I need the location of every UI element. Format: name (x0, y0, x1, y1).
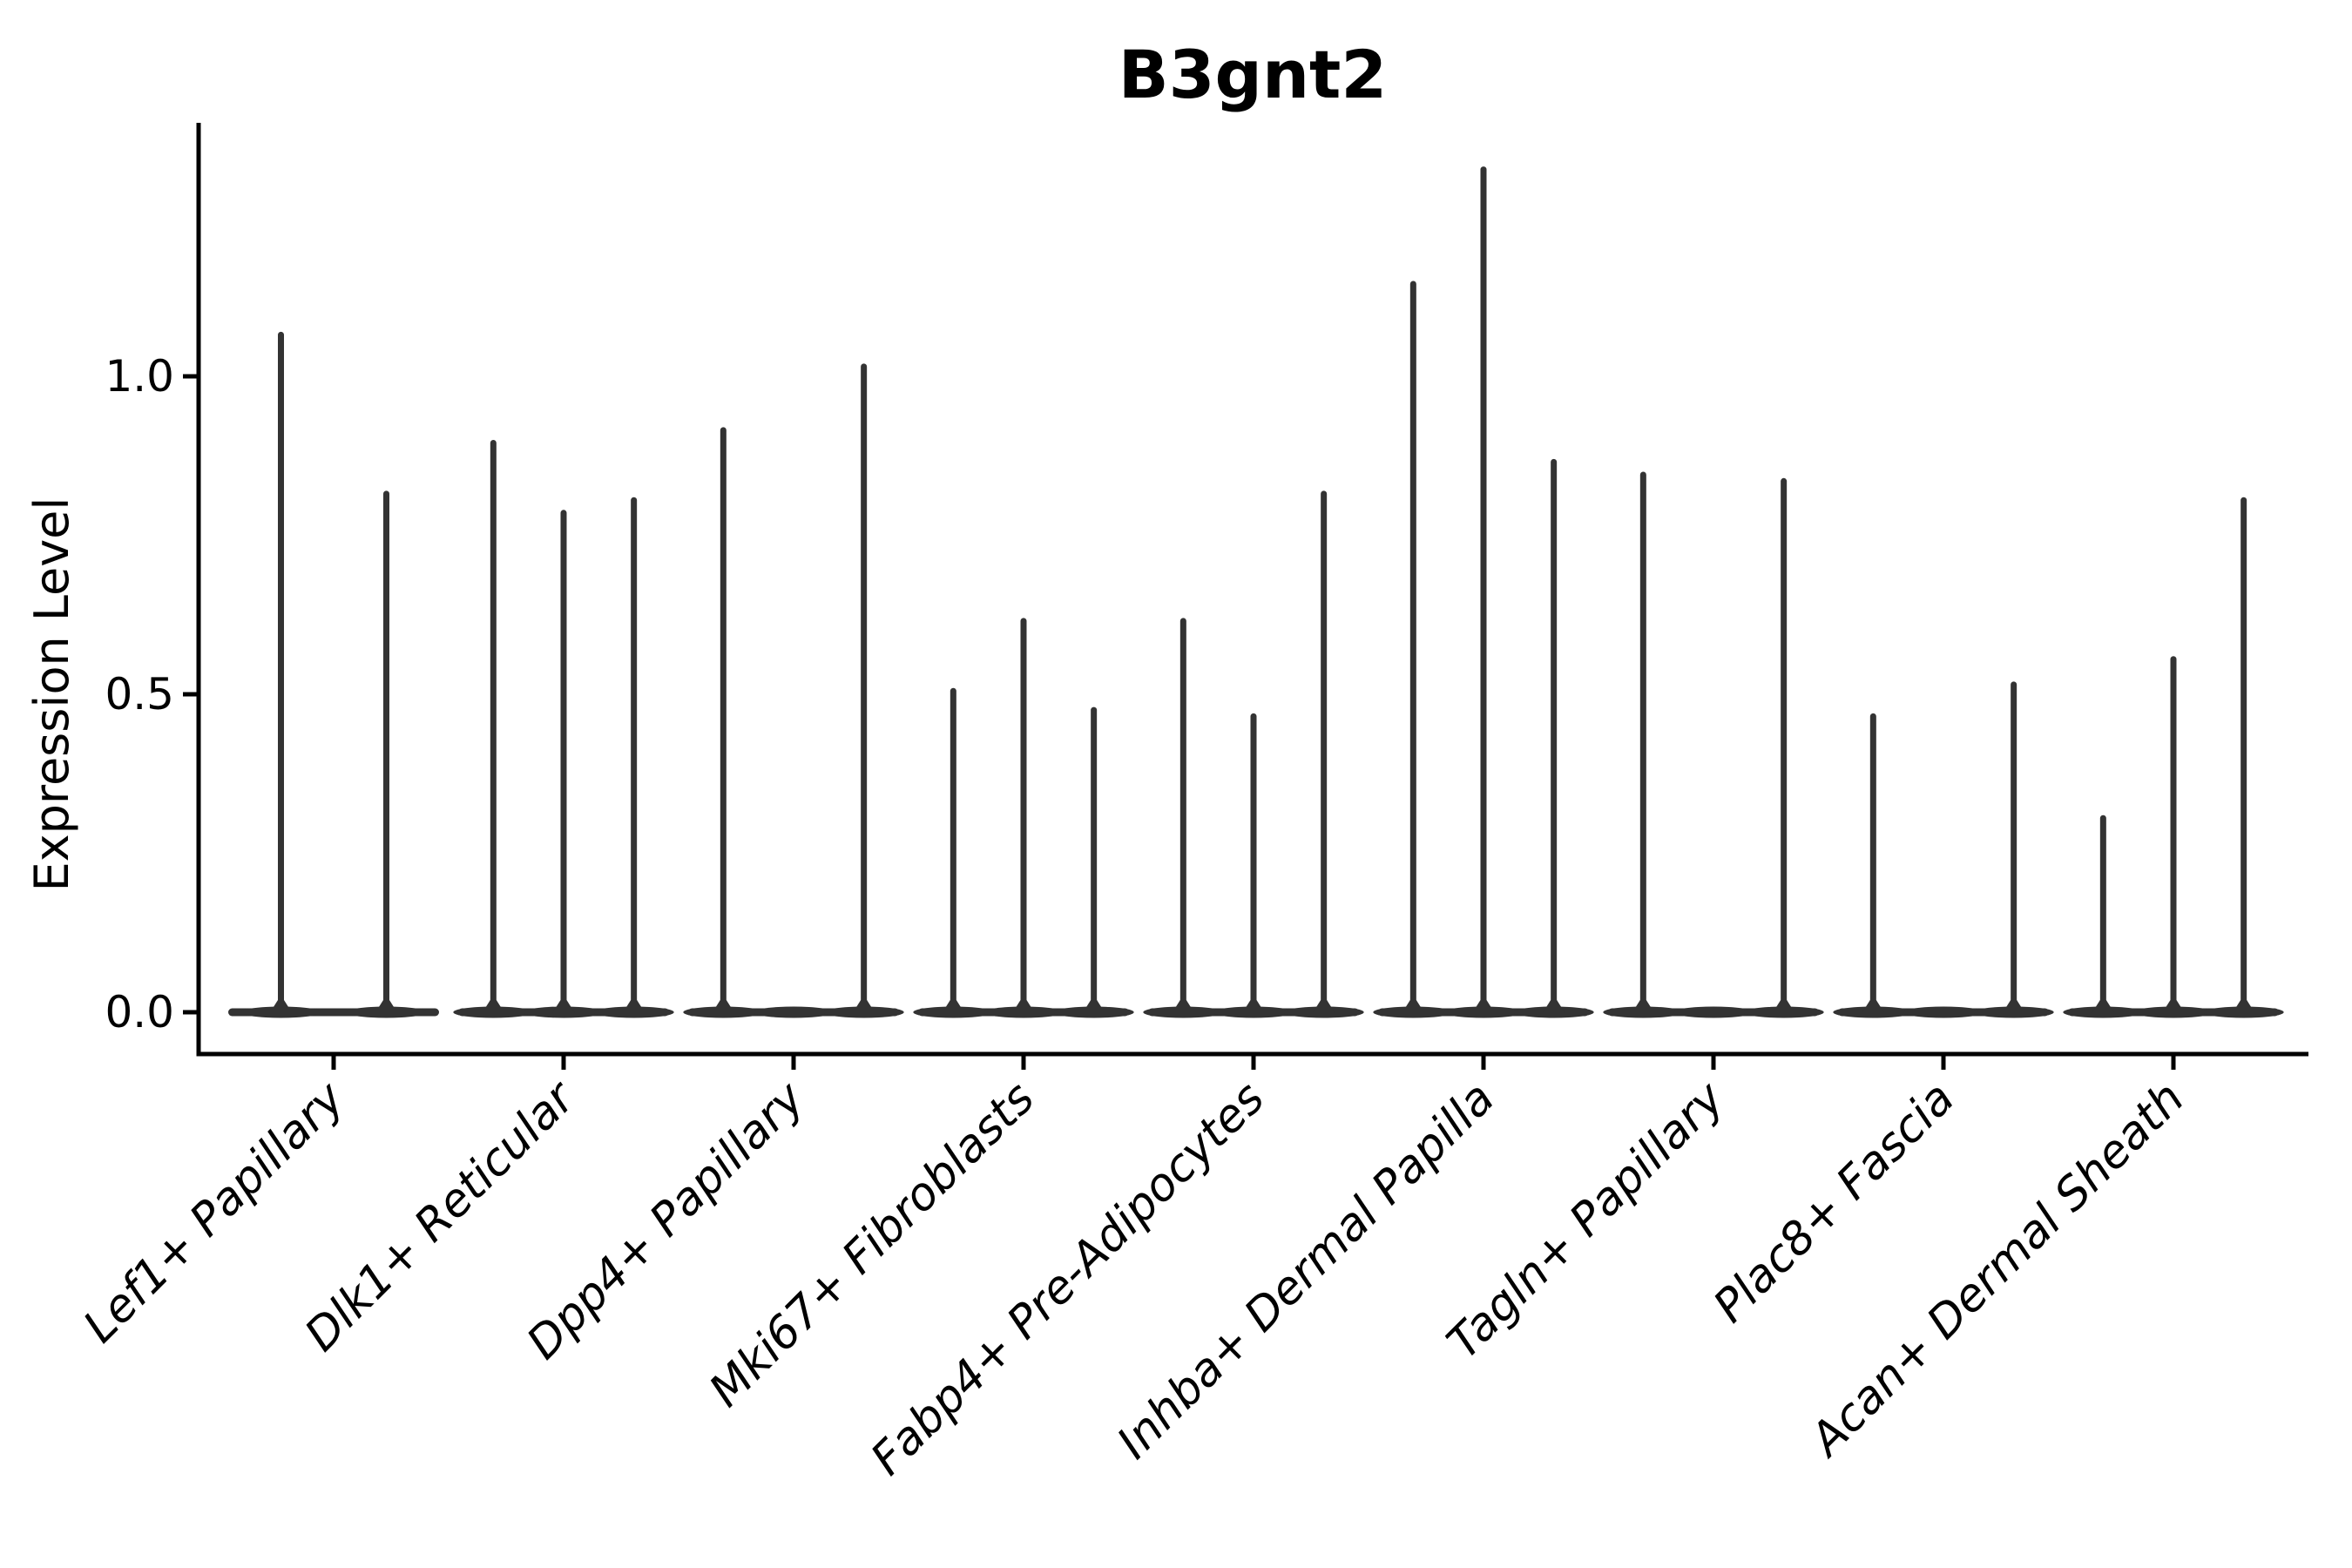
violin-group (2063, 497, 2284, 1018)
violin-spike-base-flare (2002, 1000, 2025, 1013)
violin-spike-base-flare (482, 1000, 505, 1013)
chart-title: B3gnt2 (1119, 36, 1388, 113)
x-axis-category-label: Acan+ Dermal Sheath (1799, 1072, 2194, 1468)
y-axis-ticks: 0.0 0.5 1.0 (105, 351, 199, 1037)
violin-group (228, 331, 439, 1018)
x-axis-category-label: Fabp4+ Pre-Adipocytes (862, 1072, 1275, 1486)
violin-spike-base-flare (1402, 1000, 1425, 1013)
violin-spike-base-flare (1012, 1000, 1035, 1013)
violin-spike-base-flare (712, 1000, 735, 1013)
x-axis-category-label: Plac8+ Fascia (1704, 1072, 1964, 1333)
violin-base-bulge (754, 1006, 834, 1018)
violin-spike-base-flare (1472, 1000, 1495, 1013)
violin-spike-base-flare (942, 1000, 965, 1013)
violin-base-bulge (1903, 1006, 1984, 1018)
y-tick-label: 0.0 (105, 987, 174, 1037)
violin-spike-base-flare (269, 1000, 293, 1013)
violin-group (683, 363, 904, 1018)
violin-spike-base-flare (552, 1000, 575, 1013)
violin-spike-base-flare (852, 1000, 875, 1013)
violin-group (1603, 471, 1824, 1018)
violin-spike-base-flare (2232, 1000, 2255, 1013)
violin-spike-base-flare (1172, 1000, 1195, 1013)
violin-groups (228, 166, 2284, 1018)
violin-spike-base-flare (1542, 1000, 1565, 1013)
x-axis-category-label: Inhba+ Dermal Papilla (1107, 1072, 1504, 1470)
violin-spike-base-flare (1772, 1000, 1795, 1013)
violin-spike-base-flare (1082, 1000, 1105, 1013)
violin-spike-base-flare (2092, 1000, 2115, 1013)
violin-spike-base-flare (1312, 1000, 1335, 1013)
violin-spike-base-flare (1632, 1000, 1655, 1013)
violin-group (453, 440, 674, 1018)
violin-group (913, 618, 1134, 1018)
y-tick-label: 0.5 (105, 669, 174, 720)
violin-spike-base-flare (1242, 1000, 1265, 1013)
y-tick-label: 1.0 (105, 351, 174, 402)
y-axis-label: Expression Level (24, 497, 79, 892)
violin-group (1143, 490, 1364, 1018)
violin-group (1833, 681, 2054, 1018)
violin-spike-base-flare (1862, 1000, 1885, 1013)
violin-base-bulge (1673, 1006, 1754, 1018)
violin-spike-base-flare (375, 1000, 398, 1013)
violin-spike-base-flare (622, 1000, 645, 1013)
violin-spike-base-flare (2162, 1000, 2185, 1013)
violin-group (1373, 166, 1594, 1018)
